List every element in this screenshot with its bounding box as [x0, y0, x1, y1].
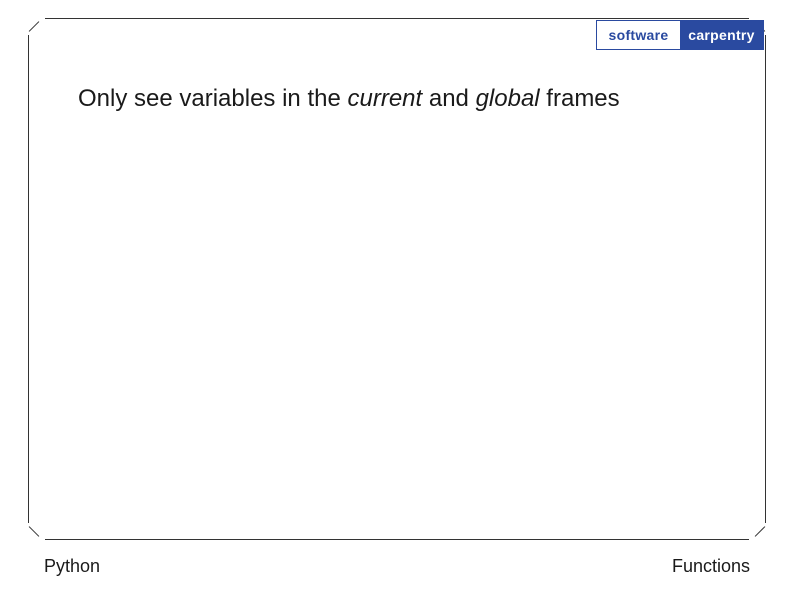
heading-italic-current: current: [347, 85, 422, 112]
heading-text-2: and: [422, 85, 475, 112]
footer-left: Python: [44, 556, 100, 577]
logo-left-text: software: [597, 21, 680, 49]
slide: software carpentry Only see variables in…: [0, 0, 794, 595]
slide-heading: Only see variables in the current and gl…: [78, 83, 620, 114]
logo-right-text: carpentry: [680, 21, 763, 49]
heading-italic-global: global: [476, 85, 540, 112]
heading-text-3: frames: [540, 85, 620, 112]
software-carpentry-logo: software carpentry: [596, 20, 764, 50]
heading-text-1: Only see variables in the: [78, 85, 347, 112]
footer-right: Functions: [672, 556, 750, 577]
frame-corner-cut: [27, 17, 45, 35]
